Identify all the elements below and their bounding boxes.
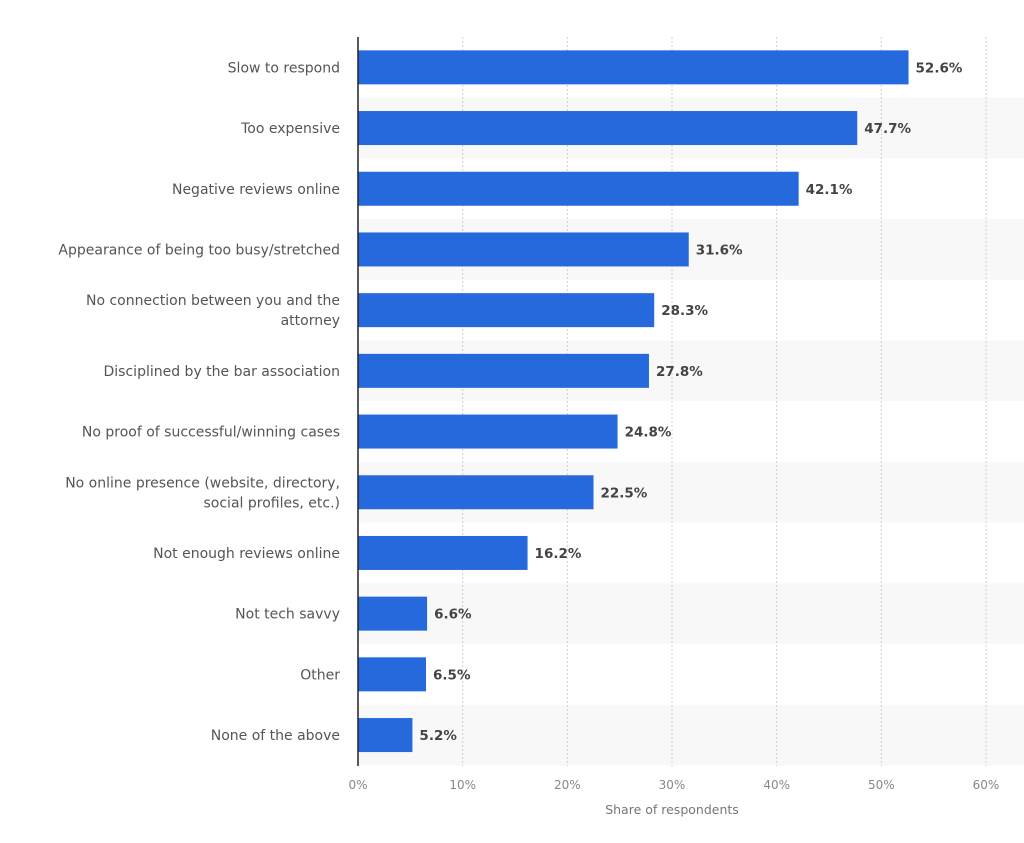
category-label: Slow to respond [228,60,340,76]
x-tick-label: 50% [868,778,895,792]
data-label: 16.2% [535,546,582,562]
bar[interactable] [358,718,413,753]
category-label: Negative reviews online [172,182,340,198]
data-label: 28.3% [661,303,708,319]
category-label: Appearance of being too busy/stretched [58,242,340,258]
row-band [358,583,1024,644]
x-tick-label: 40% [763,778,790,792]
category-label: Not tech savvy [235,607,340,623]
x-tick-label: 10% [449,778,476,792]
data-label: 6.6% [434,607,472,623]
category-label: Disciplined by the bar association [104,364,340,380]
x-axis-label: Share of respondents [605,802,739,817]
bar[interactable] [358,414,618,449]
bar[interactable] [358,232,689,267]
bar[interactable] [358,50,909,85]
x-tick-label: 0% [348,778,367,792]
x-tick-label: 20% [554,778,581,792]
bar[interactable] [358,657,427,692]
category-label: Not enough reviews online [153,546,340,562]
x-tick-label: 60% [973,778,1000,792]
bar[interactable] [358,171,799,206]
bar[interactable] [358,596,428,631]
data-label: 6.5% [433,667,471,683]
category-label: No connection between you and the [86,293,340,309]
data-label: 24.8% [625,425,672,441]
data-label: 22.5% [601,485,648,501]
x-tick-label: 30% [659,778,686,792]
bar[interactable] [358,111,858,146]
category-label: No online presence (website, directory, [65,475,340,491]
data-label: 47.7% [864,121,911,137]
data-label: 27.8% [656,364,703,380]
data-label: 31.6% [696,242,743,258]
category-label: None of the above [211,728,340,744]
category-label: attorney [281,313,340,329]
data-label: 42.1% [806,182,853,198]
bar[interactable] [358,475,594,510]
category-label: Too expensive [240,121,340,137]
data-label: 52.6% [916,60,963,76]
category-label: social profiles, etc.) [204,495,341,511]
bar[interactable] [358,353,649,388]
bar[interactable] [358,535,528,570]
bar[interactable] [358,293,655,328]
category-label: Other [300,667,340,683]
row-band [358,704,1024,766]
category-label: No proof of successful/winning cases [82,425,340,441]
data-label: 5.2% [419,728,457,744]
